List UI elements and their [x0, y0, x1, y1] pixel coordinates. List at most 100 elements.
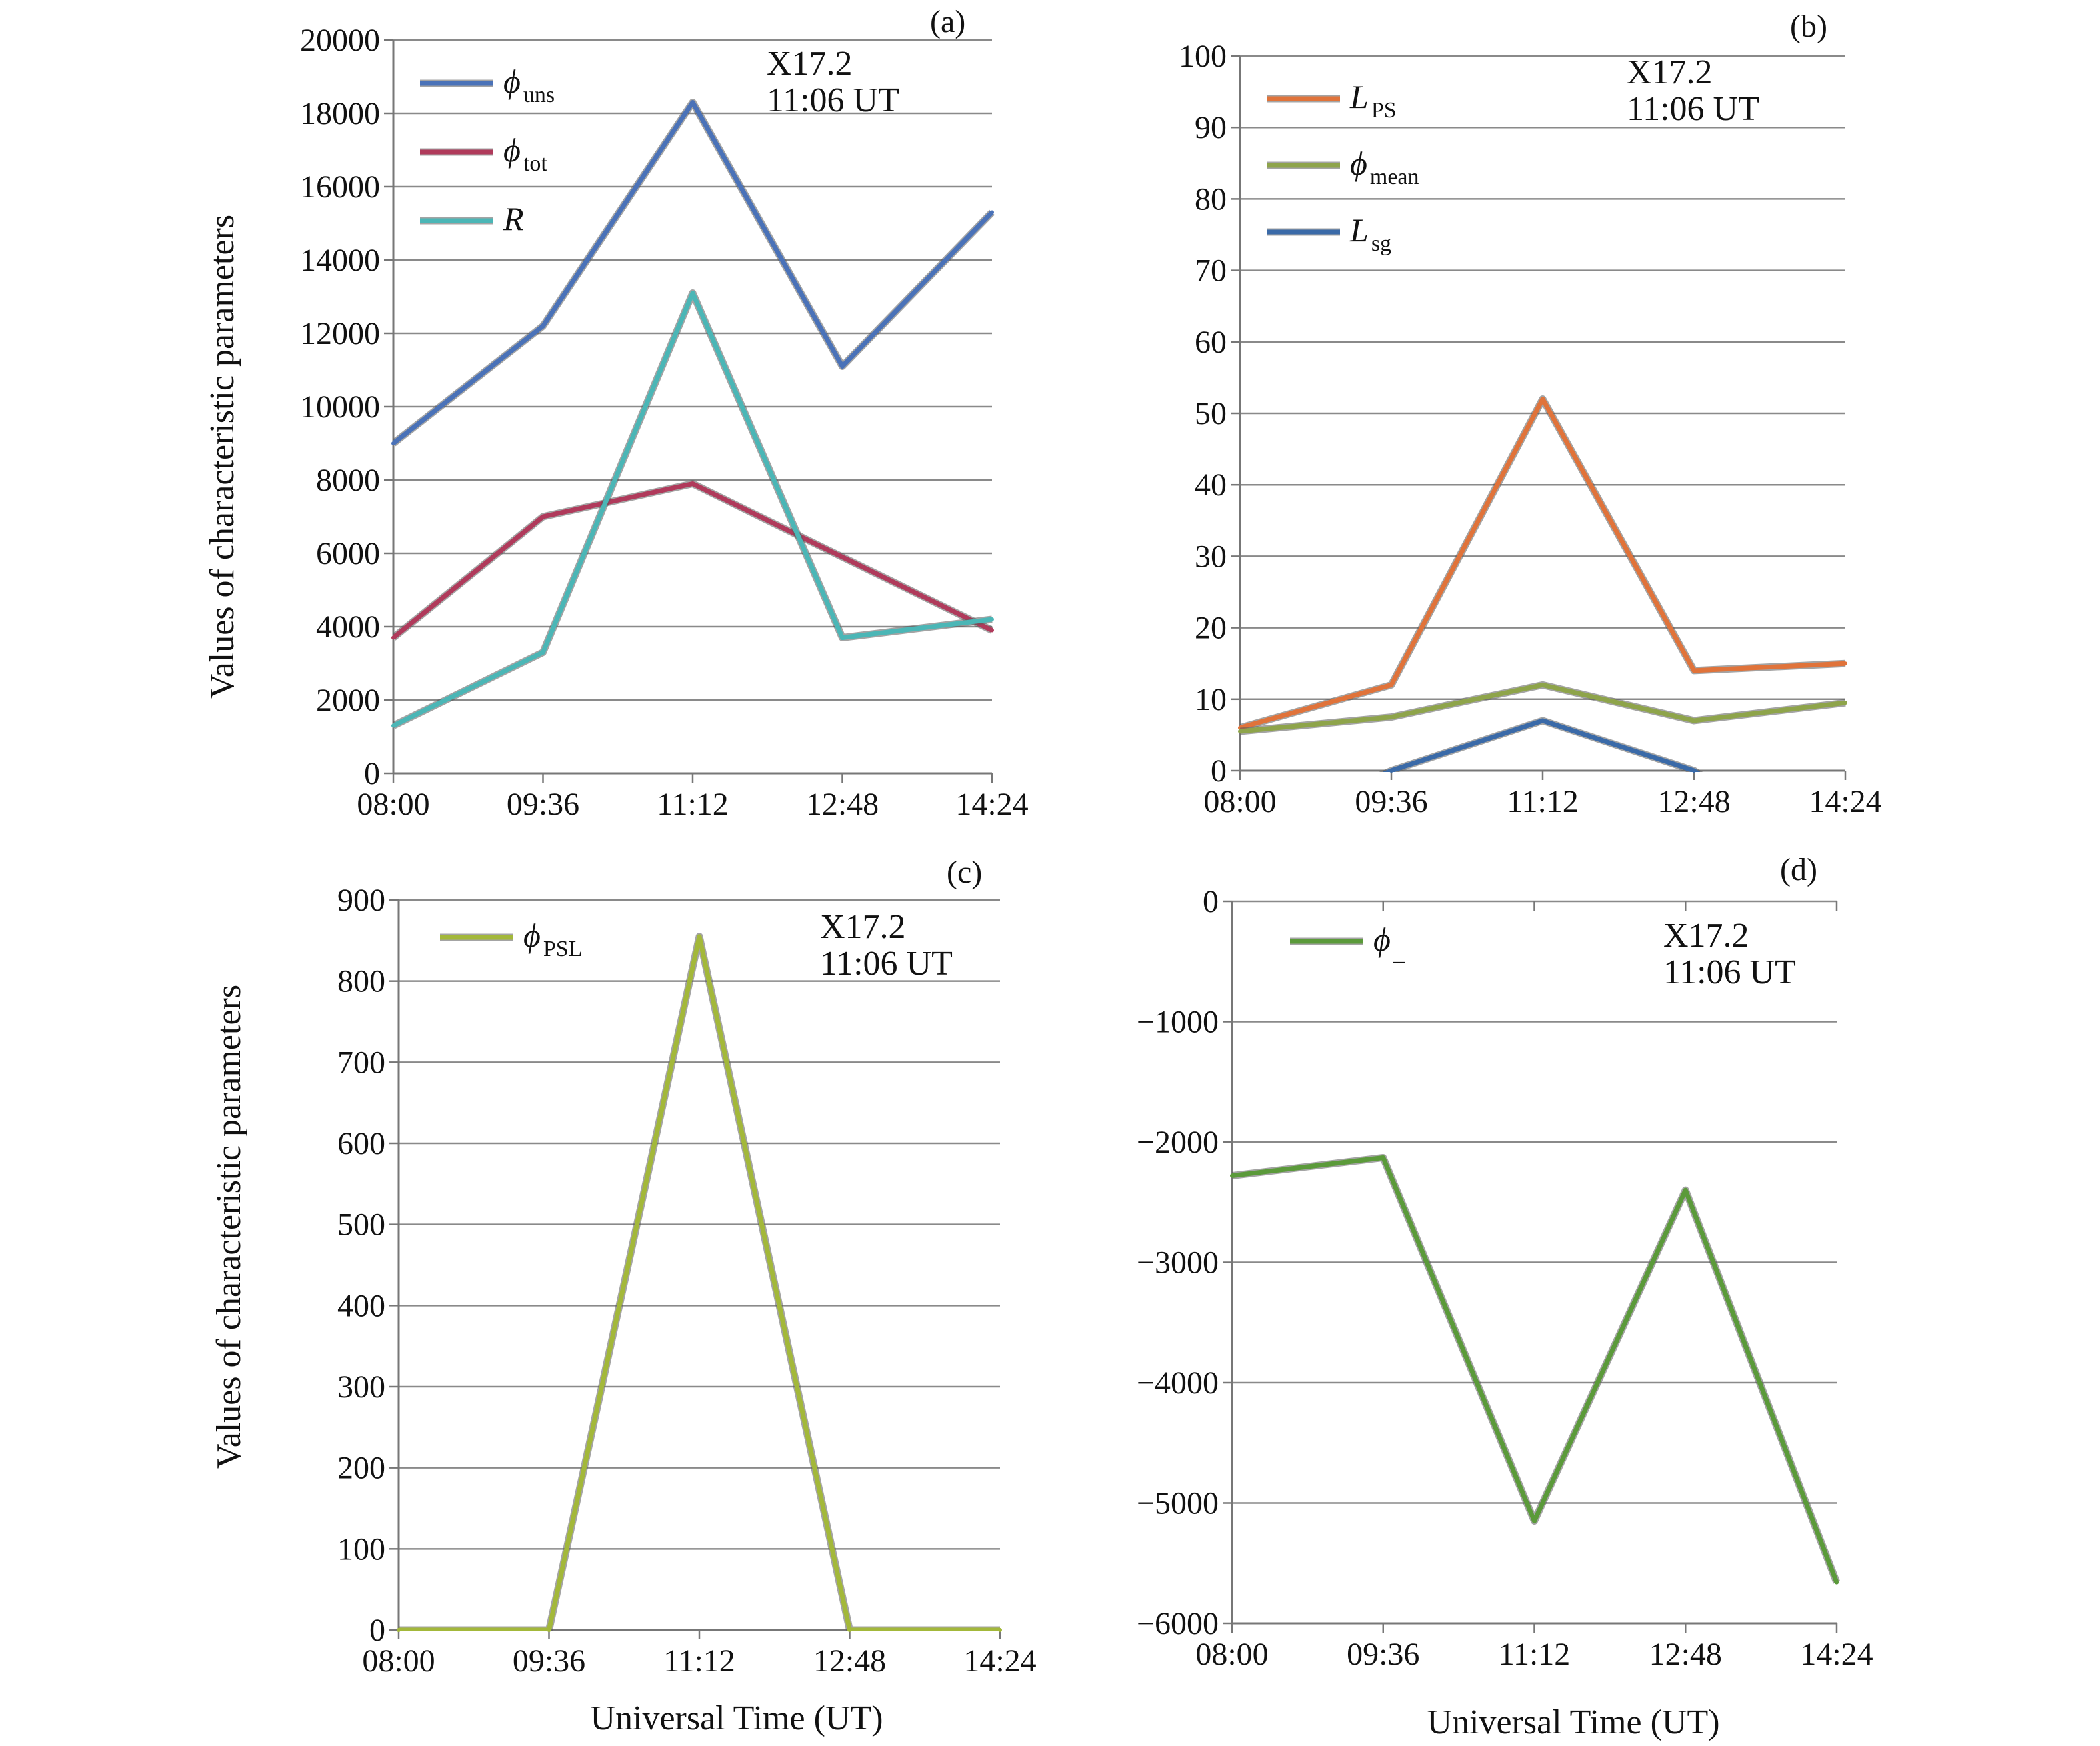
y-tick-label: 600 — [337, 1126, 385, 1161]
series-line-R — [393, 291, 993, 728]
annotation-line: X17.2 — [1627, 53, 1713, 91]
y-tick-label: −4000 — [1137, 1365, 1219, 1401]
data-point — [1835, 1580, 1839, 1585]
x-tick-label: 12:48 — [813, 1643, 886, 1679]
x-tick-label: 09:36 — [513, 1643, 585, 1679]
data-point — [1389, 683, 1393, 687]
data-point — [391, 723, 395, 728]
y-tick-label: 10 — [1195, 682, 1227, 717]
data-point — [840, 364, 845, 369]
x-tick-label: 08:00 — [1203, 784, 1276, 819]
chart-panel-b: 0 10 20 30 40 50 60 70 80 90 100 08:00 09:36 11:12 12:… — [1179, 9, 1882, 819]
y-tick-label: 500 — [337, 1207, 385, 1243]
x-tick-label: 14:24 — [955, 787, 1028, 822]
annotation-line: X17.2 — [1663, 917, 1749, 955]
data-point — [1692, 668, 1696, 673]
y-tick-label: 60 — [1195, 325, 1227, 360]
y-tick-label: 8000 — [316, 463, 380, 498]
x-axis-title-right: Universal Time (UT) — [1427, 1703, 1719, 1741]
data-point — [990, 617, 994, 621]
y-tick-label: −6000 — [1137, 1606, 1219, 1641]
x-tick-label: 09:36 — [1355, 784, 1427, 819]
data-point — [697, 934, 701, 939]
y-tick-label: 10000 — [300, 389, 380, 425]
x-tick-label: 12:48 — [806, 787, 879, 822]
annotation-line: 11:06 UT — [1663, 953, 1796, 991]
legend-label: ϕ uns — [503, 63, 555, 107]
x-tick-label: 11:12 — [1499, 1637, 1571, 1672]
y-tick-label: −3000 — [1137, 1245, 1219, 1281]
x-tick-label: 11:12 — [657, 787, 729, 822]
data-point — [1238, 729, 1242, 734]
annotation-line: X17.2 — [820, 908, 906, 946]
y-tick-label: 30 — [1195, 539, 1227, 574]
series-line-shadow — [393, 289, 993, 729]
x-tick-label: 09:36 — [507, 787, 579, 822]
series-line-PSL — [399, 934, 1000, 1631]
y-tick-label: 90 — [1195, 110, 1227, 145]
x-tick-label: 12:48 — [1649, 1637, 1722, 1672]
x-tick-label: 09:36 — [1347, 1637, 1419, 1672]
y-tick-label: 0 — [369, 1613, 385, 1648]
data-point — [541, 324, 545, 328]
legend-label: L PS — [1349, 78, 1397, 123]
annotation-line: 11:06 UT — [767, 81, 899, 119]
y-tick-label: 20000 — [300, 23, 380, 58]
data-point — [1230, 1173, 1234, 1178]
x-tick-label: 14:24 — [1809, 784, 1881, 819]
y-tick-label: −2000 — [1137, 1125, 1219, 1160]
y-axis-title-top: Values of characteristic parameters — [203, 215, 241, 699]
y-tick-label: 70 — [1195, 253, 1227, 289]
data-point — [990, 628, 994, 633]
y-axis-title-bottom: Values of characteristic parameters — [210, 985, 248, 1469]
x-tick-label: 14:24 — [1800, 1637, 1873, 1672]
y-tick-label: 800 — [337, 964, 385, 999]
chart-panel-c: 0 100 200 300 400 500 600 700 800 900 08:00 09:36 11… — [337, 855, 1037, 1679]
series-line-PS — [1240, 397, 1846, 731]
panel-label: (b) — [1790, 9, 1827, 44]
data-point — [990, 210, 994, 215]
panel-label: (a) — [930, 4, 965, 39]
y-tick-label: 4000 — [316, 609, 380, 645]
data-point — [840, 555, 845, 559]
y-tick-label: 16000 — [300, 169, 380, 205]
y-tick-label: 100 — [337, 1531, 385, 1567]
data-point — [691, 100, 695, 105]
series-line-shadow — [399, 933, 1000, 1631]
data-point — [1541, 397, 1545, 401]
y-tick-label: 900 — [337, 883, 385, 918]
y-tick-label: 50 — [1195, 396, 1227, 431]
data-point — [840, 635, 845, 640]
panel-label: (c) — [947, 855, 982, 890]
legend-label: ϕ PSL — [523, 917, 582, 961]
data-point — [1389, 769, 1393, 773]
data-point — [1843, 701, 1847, 705]
data-point — [1692, 769, 1696, 773]
y-tick-label: 18000 — [300, 96, 380, 131]
data-point — [1541, 718, 1545, 723]
y-tick-label: 2000 — [316, 683, 380, 718]
y-tick-label: −1000 — [1137, 1005, 1219, 1040]
y-tick-label: 80 — [1195, 181, 1227, 217]
x-axis-title-left: Universal Time (UT) — [590, 1699, 883, 1737]
y-tick-label: 40 — [1195, 467, 1227, 503]
data-point — [541, 515, 545, 519]
x-tick-label: 11:12 — [663, 1643, 735, 1679]
series-line-_ — [1232, 1155, 1839, 1583]
legend-label: ϕ mean — [1350, 145, 1419, 189]
y-tick-label: 400 — [337, 1288, 385, 1323]
y-tick-label: 700 — [337, 1045, 385, 1080]
x-tick-label: 14:24 — [963, 1643, 1036, 1679]
data-point — [691, 291, 695, 295]
x-tick-label: 11:12 — [1507, 784, 1579, 819]
x-tick-label: 12:48 — [1657, 784, 1730, 819]
y-tick-label: −5000 — [1137, 1486, 1219, 1521]
data-point — [397, 1628, 401, 1632]
y-tick-label: 200 — [337, 1451, 385, 1486]
legend-label: ϕ _ — [1373, 921, 1405, 965]
legend-label: R — [503, 200, 524, 237]
data-point — [1683, 1188, 1688, 1193]
data-point — [547, 1628, 551, 1632]
